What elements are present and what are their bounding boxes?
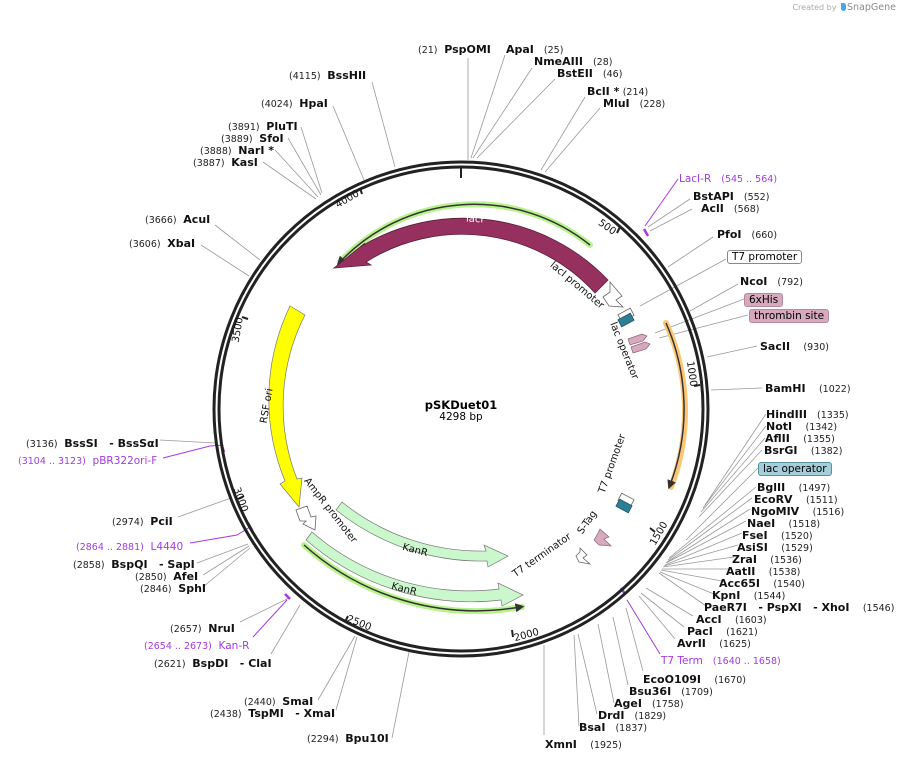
site-bsteii[interactable]: BstEII (46) (557, 67, 623, 81)
ruler-ticks (237, 167, 701, 638)
site-apai[interactable]: ApaI (25) (506, 43, 564, 57)
site-nmeaiii[interactable]: NmeAIII (28) (534, 55, 613, 69)
site-acci[interactable]: AccI (1603) (696, 613, 767, 627)
plasmid-size: 4298 bp (439, 411, 483, 423)
site-ncoi[interactable]: NcoI (792) (740, 275, 803, 289)
orf-mcs (665, 322, 685, 490)
site-acli[interactable]: AclI (568) (701, 202, 760, 216)
site-afei[interactable]: (2850) AfeI (135, 570, 199, 584)
site-kpni[interactable]: KpnI (1544) (712, 589, 786, 603)
site-acui[interactable]: (3666) AcuI (145, 213, 211, 227)
site-paci[interactable]: PacI (1621) (687, 625, 758, 639)
tag-lac-operator[interactable]: lac operator (758, 462, 832, 476)
site-bglii[interactable]: BglII (1497) (757, 481, 831, 495)
site-aflii[interactable]: AflII (1355) (765, 432, 835, 446)
site-acc65i[interactable]: Acc65I (1540) (719, 577, 805, 591)
site-mlui[interactable]: MluI (228) (603, 97, 666, 111)
site-bamhi[interactable]: BamHI (1022) (765, 382, 851, 396)
site-pcii[interactable]: (2974) PciI (112, 515, 173, 529)
orf-kanr (303, 544, 525, 613)
site-bsssi-bsssai[interactable]: (3136) BssSI - BssSαI (26, 437, 159, 451)
site-drdi[interactable]: DrdI (1829) (598, 709, 667, 723)
site-bsai[interactable]: BsaI (1837) (579, 721, 648, 735)
site-pspomi[interactable]: (21) PspOMI (418, 43, 491, 57)
credit-prefix: Created by (792, 3, 837, 12)
kanr-feature-2 (305, 531, 524, 607)
site-paer7i-pspxi-xhoi[interactable]: PaeR7I - PspXI - XhoI (1546) (704, 601, 895, 615)
site-hpai[interactable]: (4024) HpaI (261, 97, 328, 111)
site-hindiii[interactable]: HindIII (1335) (766, 408, 849, 422)
site-fsei[interactable]: FseI (1520) (742, 529, 813, 543)
site-bsu36i[interactable]: Bsu36I (1709) (629, 685, 713, 699)
site-sfoi[interactable]: (3889) SfoI (221, 132, 284, 146)
site-noti[interactable]: NotI (1342) (766, 420, 838, 434)
site-bspqi-sapi[interactable]: (2858) BspQI - SapI (73, 558, 195, 572)
site-bspdi-clai[interactable]: (2621) BspDI - ClaI (154, 657, 272, 671)
snapgene-credit: Created by SnapGene (792, 2, 896, 13)
primer-laci-r[interactable]: LacI-R (545 .. 564) (679, 173, 778, 185)
primer-kan-r[interactable]: (2654 .. 2673) Kan-R (144, 640, 250, 652)
site-ecorv[interactable]: EcoRV (1511) (754, 493, 838, 507)
t7-terminator-feature (575, 547, 592, 565)
site-nari[interactable]: (3888) NarI * (200, 144, 275, 158)
site-bsrgi[interactable]: BsrGI (1382) (764, 444, 843, 458)
site-nrui[interactable]: (2657) NruI (170, 622, 235, 636)
primer-l4440[interactable]: (2864 .. 2881) L4440 (76, 541, 184, 553)
lac-operator-1 (617, 312, 635, 328)
primer-t7-term[interactable]: T7 Term (1640 .. 1658) (661, 655, 781, 667)
site-eco0109i[interactable]: EcoO109I (1670) (643, 673, 746, 687)
site-avrii[interactable]: AvrII (1625) (677, 637, 751, 651)
site-bpu10i[interactable]: (2294) Bpu10I (307, 732, 389, 746)
site-agei[interactable]: AgeI (1758) (614, 697, 684, 711)
laci-feature (332, 217, 609, 294)
site-asisi[interactable]: AsiSI (1529) (737, 541, 813, 555)
leader-lines (159, 54, 767, 739)
credit-brand: SnapGene (847, 2, 896, 13)
thrombin-feature (630, 341, 651, 354)
plasmid-name: pSKDuet01 (424, 398, 498, 412)
site-pluti[interactable]: (3891) PluTI (228, 120, 298, 134)
site-sphi[interactable]: (2846) SphI (140, 582, 207, 596)
site-bcli[interactable]: BclI * (214) (587, 85, 649, 99)
site-tspmi-xmai[interactable]: (2438) TspMI - XmaI (210, 707, 336, 721)
rsf-ori-feature (268, 305, 306, 508)
tag-t7-promoter[interactable]: T7 promoter (727, 250, 803, 264)
lac-operator-2 (615, 498, 633, 514)
kanr-feature-1 (335, 501, 509, 568)
site-ngomiv[interactable]: NgoMIV (1516) (751, 505, 845, 519)
primer-pbr322ori-f[interactable]: (3104 .. 3123) pBR322ori-F (18, 455, 158, 467)
site-xmni[interactable]: XmnI (1925) (545, 738, 622, 752)
site-xbai[interactable]: (3606) XbaI (129, 237, 196, 251)
feature-label-laci[interactable]: lacI (465, 213, 484, 226)
laci-promoter-feature (602, 280, 625, 308)
site-bstapi[interactable]: BstAPI (552) (693, 190, 770, 204)
tag-6xhis[interactable]: 6xHis (744, 293, 784, 307)
site-bsshii[interactable]: (4115) BssHII (289, 69, 367, 83)
site-sacii[interactable]: SacII (930) (760, 340, 829, 354)
tag-thrombin-site[interactable]: thrombin site (749, 309, 830, 323)
orf-laci (336, 203, 591, 266)
site-zrai[interactable]: ZraI (1536) (732, 553, 802, 567)
site-kasi[interactable]: (3887) KasI (193, 156, 258, 170)
s-tag-feature (593, 528, 612, 547)
site-naei[interactable]: NaeI (1518) (747, 517, 821, 531)
backbone-outer (212, 160, 710, 658)
site-aatii[interactable]: AatII (1538) (726, 565, 801, 579)
snapgene-logo-icon (841, 3, 847, 11)
his6-feature (627, 333, 648, 346)
site-pfoi[interactable]: PfoI (660) (717, 228, 778, 242)
ampr-promoter-feature (295, 505, 317, 531)
site-smai[interactable]: (2440) SmaI (244, 695, 314, 709)
